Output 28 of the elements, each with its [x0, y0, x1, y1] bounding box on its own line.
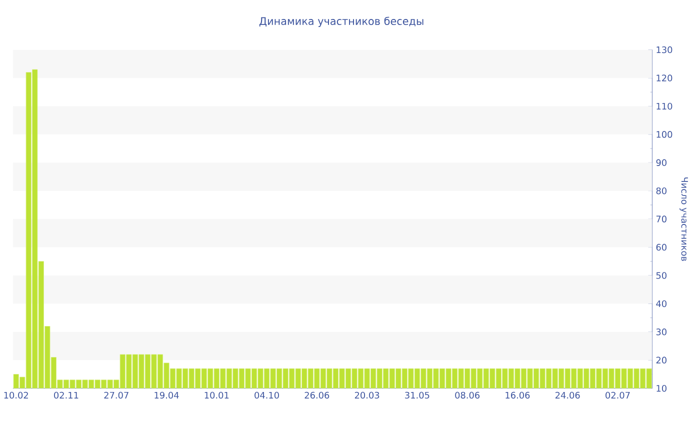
- x-tick-label: 02.07: [606, 392, 630, 399]
- chart-title: Динамика участников беседы: [259, 16, 424, 27]
- x-tick-label: 27.07: [104, 392, 128, 399]
- y-tick-label: 30: [656, 328, 666, 336]
- x-tick-label: 04.10: [254, 392, 279, 399]
- y-tick-label: 120: [656, 74, 672, 82]
- y-tick-label: 70: [656, 216, 666, 222]
- y-tick-label: 100: [656, 130, 672, 138]
- x-tick-label: 08.06: [455, 392, 480, 399]
- y-tick-label: 90: [656, 159, 666, 166]
- x-tick-label: 10.01: [204, 392, 229, 399]
- x-tick-label: 31.05: [405, 392, 430, 399]
- y-tick-label: 40: [656, 300, 666, 307]
- y-tick-label: 60: [656, 244, 666, 251]
- x-tick-label: 16.06: [506, 392, 530, 399]
- y-tick-label: 110: [656, 102, 672, 110]
- y-tick-label: 20: [656, 356, 666, 364]
- x-tick-label: 24.06: [555, 392, 580, 399]
- y-tick-label: 130: [656, 46, 672, 54]
- x-tick-label: 20.03: [354, 392, 380, 399]
- x-tick-label: 10.02: [4, 392, 28, 399]
- y-tick-label: 80: [656, 187, 666, 194]
- y-tick-label: 10: [656, 384, 666, 392]
- x-tick-label: 26.06: [304, 392, 330, 399]
- y-tick-label: 50: [656, 272, 666, 279]
- x-tick-label: 19.04: [154, 392, 179, 399]
- x-tick-label: 02.11: [54, 392, 78, 399]
- y-axis-title: Число участников: [680, 177, 688, 261]
